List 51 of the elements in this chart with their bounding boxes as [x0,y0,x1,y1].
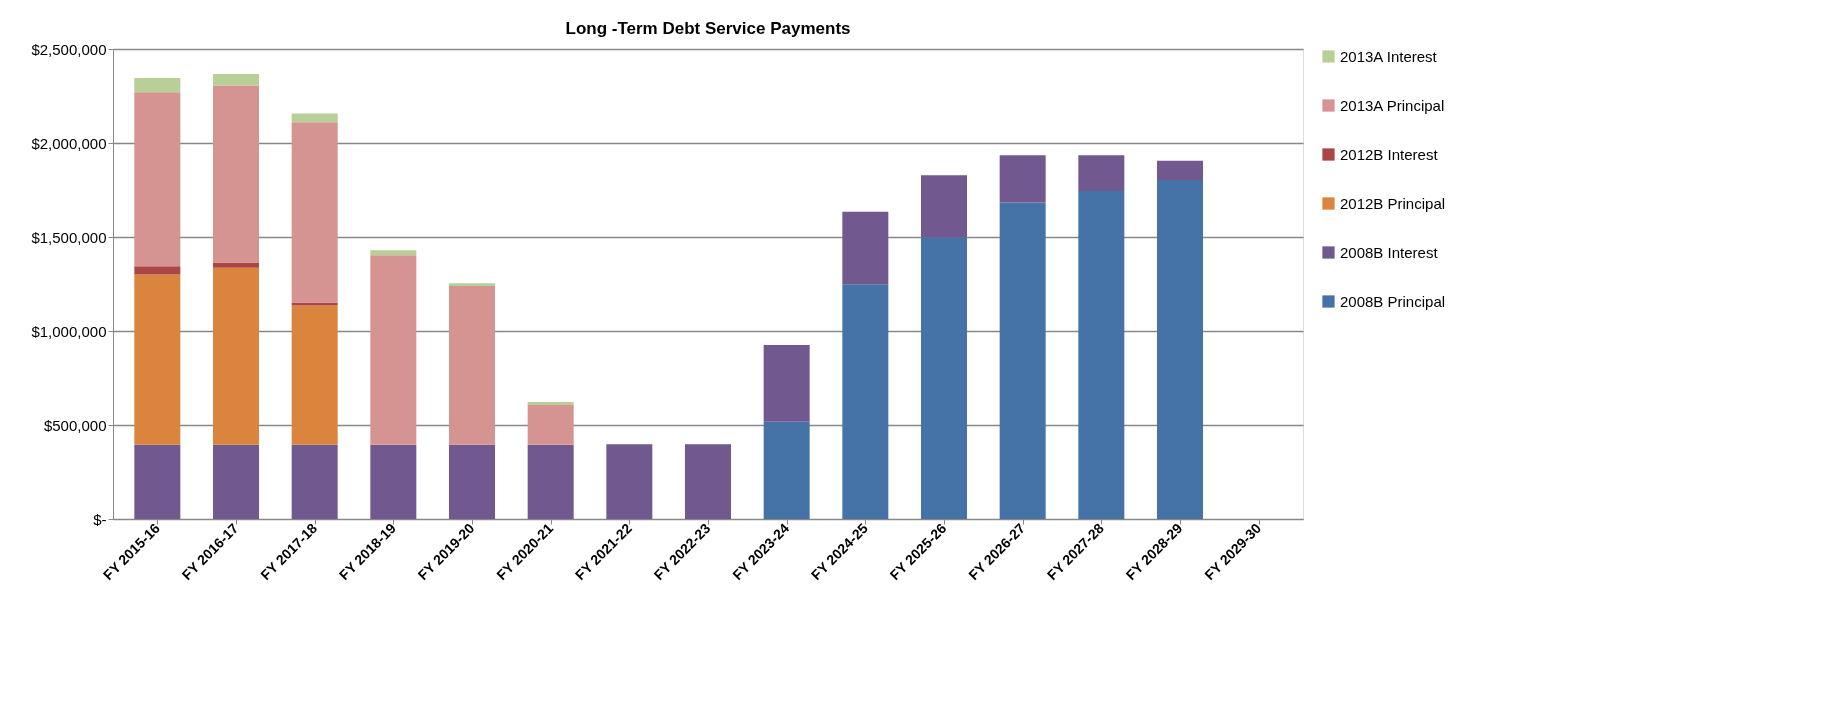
bar [449,444,495,519]
bar [370,444,417,519]
bar [763,421,810,519]
legend-label: 2012B Interest [1340,145,1439,163]
bar [291,305,338,445]
bar [291,302,338,306]
bar [606,444,653,519]
bar [134,77,181,93]
bar [921,237,967,519]
bar [213,262,259,268]
y-tick-label: $500,000 [43,416,107,434]
y-tick-label: $1,000,000 [31,322,107,340]
bar [921,175,967,238]
bar [1157,160,1203,181]
y-tick-label: $- [93,510,107,528]
bar [449,286,495,445]
bar [134,266,181,275]
bar [213,267,259,445]
bar [763,344,810,422]
y-tick-label: $1,500,000 [31,228,107,246]
bar [527,444,574,519]
bar [370,255,417,445]
bar [213,85,259,263]
bar [527,402,574,405]
legend-label: 2013A Interest [1340,47,1438,65]
legend-label: 2008B Principal [1340,292,1446,310]
bar [527,404,574,445]
bar [685,444,731,519]
y-tick-label: $2,000,000 [31,134,107,152]
bar [134,274,181,445]
bar [1078,190,1125,519]
bar [1078,155,1125,191]
bar [134,444,181,519]
bar [842,284,889,519]
bar [291,444,338,519]
legend-label: 2013A Principal [1340,96,1445,114]
bar [213,444,259,519]
bar [134,92,181,267]
chart-title: Long -Term Debt Service Payments [565,19,851,38]
bar [999,155,1046,203]
legend-label: 2012B Principal [1340,194,1446,212]
y-tick-label: $2,500,000 [31,40,107,58]
bar [449,283,495,287]
bar [370,250,417,256]
bar [842,211,889,285]
bar [213,74,259,86]
bar [291,122,338,303]
bar [1157,180,1203,519]
bar [291,113,338,123]
legend-label: 2008B Interest [1340,243,1439,261]
bar [999,202,1046,519]
